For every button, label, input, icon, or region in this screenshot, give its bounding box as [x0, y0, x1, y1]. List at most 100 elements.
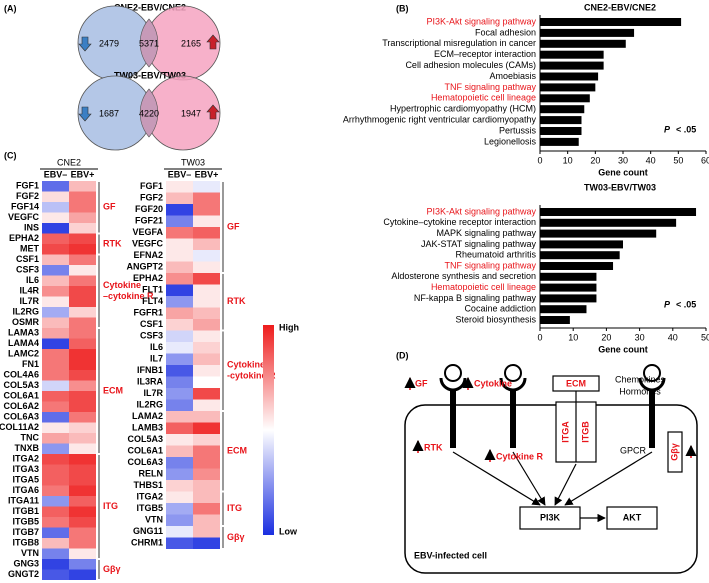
row-label: CSF3 [140, 331, 163, 341]
heatmap-cell [42, 191, 69, 202]
row-label: THBS1 [133, 480, 163, 490]
venn-overlap [139, 88, 159, 138]
heatmap-cell [166, 307, 193, 319]
heatmap-cell [166, 181, 193, 193]
venn-count: 1687 [99, 108, 119, 118]
direction-arrow [206, 34, 220, 50]
annotation: P [664, 299, 671, 309]
row-label: ITGA5 [12, 475, 39, 485]
heatmap-cell [166, 365, 193, 377]
heatmap-cell [193, 319, 220, 331]
heatmap-cell [193, 514, 220, 526]
row-label: IL6 [26, 275, 39, 285]
chart-title: CNE2-EBV/CNE2 [584, 2, 656, 12]
heatmap-cell [42, 527, 69, 538]
heatmap-cell [166, 204, 193, 216]
group-label: ITG [103, 501, 118, 511]
category-label: Transcriptional misregulation in cancer [382, 38, 536, 48]
bar [540, 262, 614, 270]
heatmap-cell [193, 330, 220, 342]
row-label: FGFR1 [133, 308, 163, 318]
heatmap-cell [42, 380, 69, 391]
heatmap-cell [166, 434, 193, 446]
bar [540, 72, 599, 81]
row-label: IL4R [19, 286, 39, 296]
category-label: Hematopoietic cell lineage [431, 282, 536, 292]
heatmap-cell [42, 517, 69, 528]
heatmap-cell [42, 391, 69, 402]
venn-count: 2479 [99, 38, 119, 48]
bar [540, 294, 597, 303]
row-label: ITGA11 [8, 496, 39, 506]
heatmap-cell [193, 399, 220, 411]
ligand [504, 364, 522, 382]
category-label: TNF signaling pathway [444, 260, 536, 270]
bar [540, 50, 604, 59]
heatmap-cell [69, 338, 96, 349]
heatmap-cell [42, 485, 69, 496]
category-label: Cytokine–cytokine receptor interaction [383, 217, 536, 227]
heatmap-cell [42, 212, 69, 223]
heatmap-cell [193, 204, 220, 216]
heatmap-cell [69, 202, 96, 213]
category-label: Pertussis [499, 125, 537, 135]
chart-title: TW03-EBV/TW03 [114, 70, 186, 80]
heatmap-cell [166, 330, 193, 342]
row-label: COL4A6 [3, 370, 39, 380]
heatmap-cell [69, 412, 96, 423]
category-label: PI3K-Akt signaling pathway [426, 16, 536, 26]
heatmap-cell [193, 307, 220, 319]
group-label: ITG [227, 503, 242, 513]
group-label: ECM [227, 446, 247, 456]
x-tick-label: 20 [601, 332, 611, 342]
heatmap-cell [193, 422, 220, 434]
heatmap-cell [166, 468, 193, 480]
heatmap-cell [42, 296, 69, 307]
category-label: Legionellosis [484, 136, 537, 146]
row-label: FLT4 [142, 296, 163, 306]
receptor-label: ITGA [560, 421, 570, 443]
category-label: Cell adhesion molecules (CAMs) [405, 60, 536, 70]
heatmap-cell [166, 376, 193, 388]
panel-label: (B) [396, 3, 409, 13]
arrow [564, 451, 653, 506]
heatmap-cell [69, 380, 96, 391]
heatmap-cell [166, 296, 193, 308]
heatmap-cell [166, 537, 193, 549]
panel-label: (D) [396, 350, 409, 360]
row-label: VTN [145, 515, 163, 525]
category-label: Hematopoietic cell lineage [431, 93, 536, 103]
bar [540, 208, 697, 216]
category-label: Cocaine addiction [464, 304, 536, 314]
heatmap-cell [193, 353, 220, 365]
row-label: IL7 [150, 354, 163, 364]
heatmap-cell [42, 244, 69, 255]
heatmap-cell [42, 443, 69, 454]
category-label: Steroid biosynthesis [455, 314, 536, 324]
bar [540, 283, 597, 292]
heatmap-cell [166, 388, 193, 400]
arrow [554, 463, 577, 506]
heatmap-cell [42, 559, 69, 570]
chart-title: CNE2-EBV/CNE2 [114, 2, 186, 12]
heatmap-cell [69, 328, 96, 339]
heatmap-cell [193, 365, 220, 377]
ligand-label: ECM [566, 378, 586, 388]
category-label: JAK-STAT signaling pathway [421, 239, 537, 249]
group-label: Gβγ [227, 532, 245, 542]
heatmap-cell [193, 181, 220, 193]
x-tick-label: 40 [668, 332, 678, 342]
x-tick-label: 50 [701, 332, 709, 342]
heatmap-cell [69, 286, 96, 297]
row-label: COL5A3 [127, 434, 163, 444]
annotation: < .05 [676, 299, 696, 309]
row-label: LAMC2 [8, 349, 39, 359]
heatmap-cell [166, 411, 193, 423]
row-label: FGF20 [135, 204, 163, 214]
group-label: RTK [103, 238, 122, 248]
heatmap-cell [69, 233, 96, 244]
row-label: GNGT2 [8, 569, 39, 579]
heatmap-cell [69, 422, 96, 433]
row-label: IL3RA [137, 377, 164, 387]
